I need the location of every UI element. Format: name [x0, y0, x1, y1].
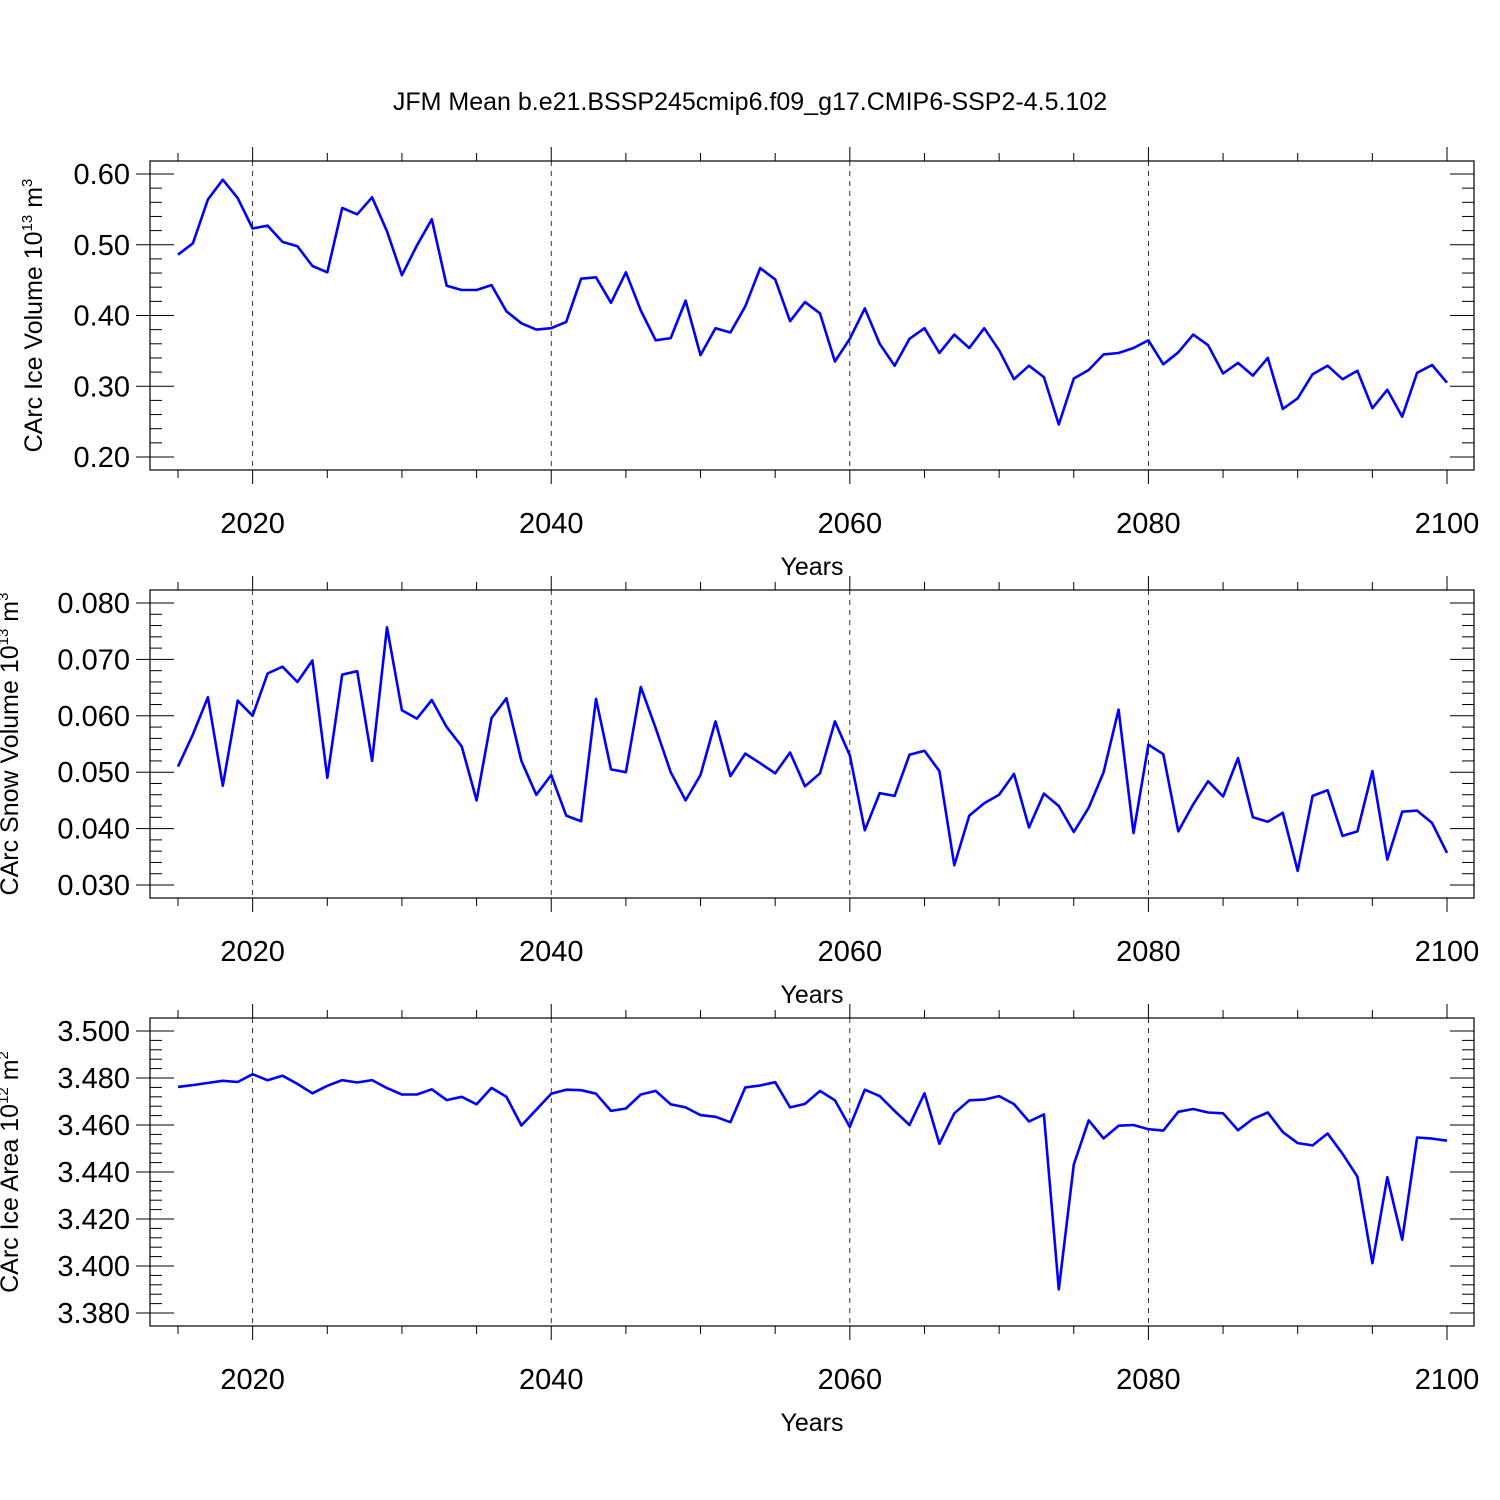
y-tick-label: 0.20 — [74, 442, 130, 474]
x-tick-label: 2060 — [818, 1364, 883, 1396]
x-tick-label: 2080 — [1116, 936, 1181, 968]
y-tick-label: 0.50 — [74, 230, 130, 262]
y-tick-label: 3.460 — [57, 1110, 130, 1142]
y-tick-label: 0.060 — [57, 701, 130, 733]
x-tick-label: 2040 — [519, 1364, 584, 1396]
y-axis-label: CArc Ice Volume 1013 m3 — [19, 179, 48, 453]
series-line — [177, 1072, 1448, 1291]
y-tick-label: 0.080 — [57, 588, 130, 620]
panels: 2020 2040 2060 2080 2100 0.20 0.30 0.40 0.50 0.60… — [0, 147, 1479, 1437]
y-axis-label: CArc Snow Volume 1013 m3 — [0, 593, 24, 896]
panel-2: 2020 2040 2060 2080 2100 0.030 0.040 0.050 0.060… — [0, 576, 1479, 1009]
y-tick-label: 3.400 — [57, 1251, 130, 1283]
y-tick-label: 0.60 — [74, 159, 130, 191]
x-axis-label: Years — [780, 1409, 843, 1437]
y-tick-label: 0.050 — [57, 757, 130, 789]
chart-title: JFM Mean b.e21.BSSP245cmip6.f09_g17.CMIP… — [393, 88, 1107, 116]
x-tick-label: 2060 — [818, 936, 883, 968]
y-tick-label: 3.440 — [57, 1157, 130, 1189]
y-tick-label: 3.480 — [57, 1063, 130, 1095]
plot-frame — [149, 589, 1475, 899]
panel-1: 2020 2040 2060 2080 2100 0.20 0.30 0.40 0.50 0.60… — [19, 147, 1479, 581]
y-axis-label: CArc Ice Area 1012 m2 — [0, 1051, 24, 1293]
y-tick-label: 0.040 — [57, 814, 130, 846]
y-tick-label: 3.380 — [57, 1298, 130, 1330]
x-tick-label: 2020 — [220, 1364, 285, 1396]
y-tick-label: 0.40 — [74, 301, 130, 333]
x-tick-label: 2020 — [220, 936, 285, 968]
y-tick-label: 3.420 — [57, 1204, 130, 1236]
x-tick-label: 2040 — [519, 936, 584, 968]
y-tick-label: 0.070 — [57, 644, 130, 676]
series-line — [176, 625, 1449, 873]
y-tick-label: 3.500 — [57, 1016, 130, 1048]
plot-frame — [149, 1017, 1475, 1327]
x-axis-label: Years — [780, 981, 843, 1009]
series-line — [177, 178, 1448, 426]
x-axis-label: Years — [780, 553, 843, 581]
panel-3: 2020 2040 2060 2080 2100 3.380 3.400 3.420 3.440… — [0, 1004, 1479, 1437]
x-tick-label: 2080 — [1116, 1364, 1181, 1396]
y-tick-label: 0.030 — [57, 870, 130, 902]
x-tick-label: 2020 — [220, 508, 285, 540]
x-tick-label: 2100 — [1415, 936, 1480, 968]
y-tick-label: 0.30 — [74, 371, 130, 403]
x-tick-label: 2080 — [1116, 508, 1181, 540]
x-tick-label: 2060 — [818, 508, 883, 540]
plot-frame — [149, 160, 1475, 471]
x-tick-label: 2040 — [519, 508, 584, 540]
x-tick-label: 2100 — [1415, 1364, 1480, 1396]
x-tick-label: 2100 — [1415, 508, 1480, 540]
